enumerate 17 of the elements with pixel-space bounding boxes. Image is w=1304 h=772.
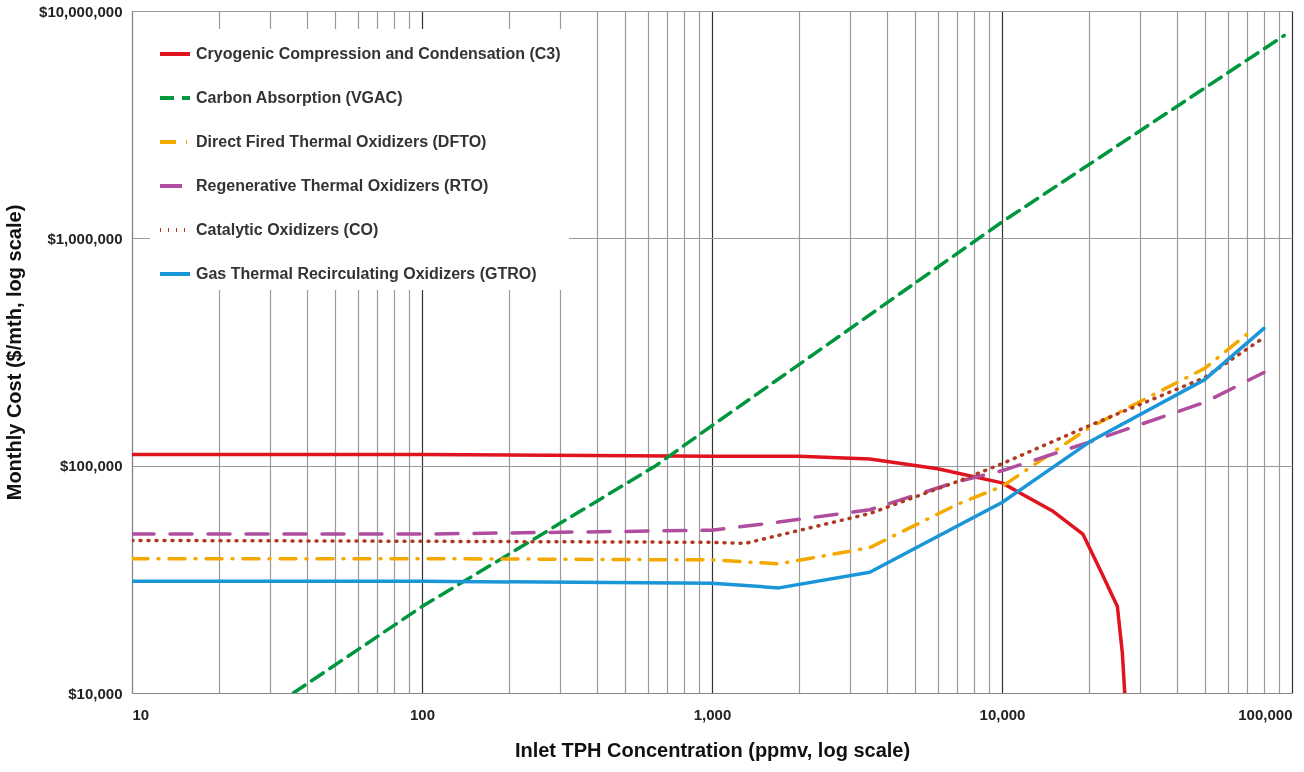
y-tick-label: $100,000 <box>59 457 123 475</box>
legend-label: Direct Fired Thermal Oxidizers (DFTO) <box>196 133 487 150</box>
legend-label: Catalytic Oxidizers (CO) <box>196 221 379 238</box>
legend-label: Gas Thermal Recirculating Oxidizers (GTRO) <box>196 265 537 282</box>
x-tick-label: 10 <box>132 705 150 723</box>
legend-label: Carbon Absorption (VGAC) <box>196 89 403 106</box>
y-axis-title: Monthly Cost ($/mth, log scale) <box>3 204 26 501</box>
x-axis-title: Inlet TPH Concentration (ppmv, log scale) <box>514 738 911 761</box>
y-tick-label: $10,000,000 <box>39 2 123 20</box>
y-tick-label: $1,000,000 <box>47 229 123 247</box>
x-tick-label: 10,000 <box>979 705 1026 723</box>
y-tick-label: $10,000 <box>68 684 123 702</box>
x-tick-label: 1,000 <box>693 705 732 723</box>
legend-label: Regenerative Thermal Oxidizers (RTO) <box>196 177 489 194</box>
x-tick-label: 100,000 <box>1238 705 1293 723</box>
x-tick-label: 100 <box>409 705 436 723</box>
legend-label: Cryogenic Compression and Condensation (C3) <box>196 45 561 62</box>
